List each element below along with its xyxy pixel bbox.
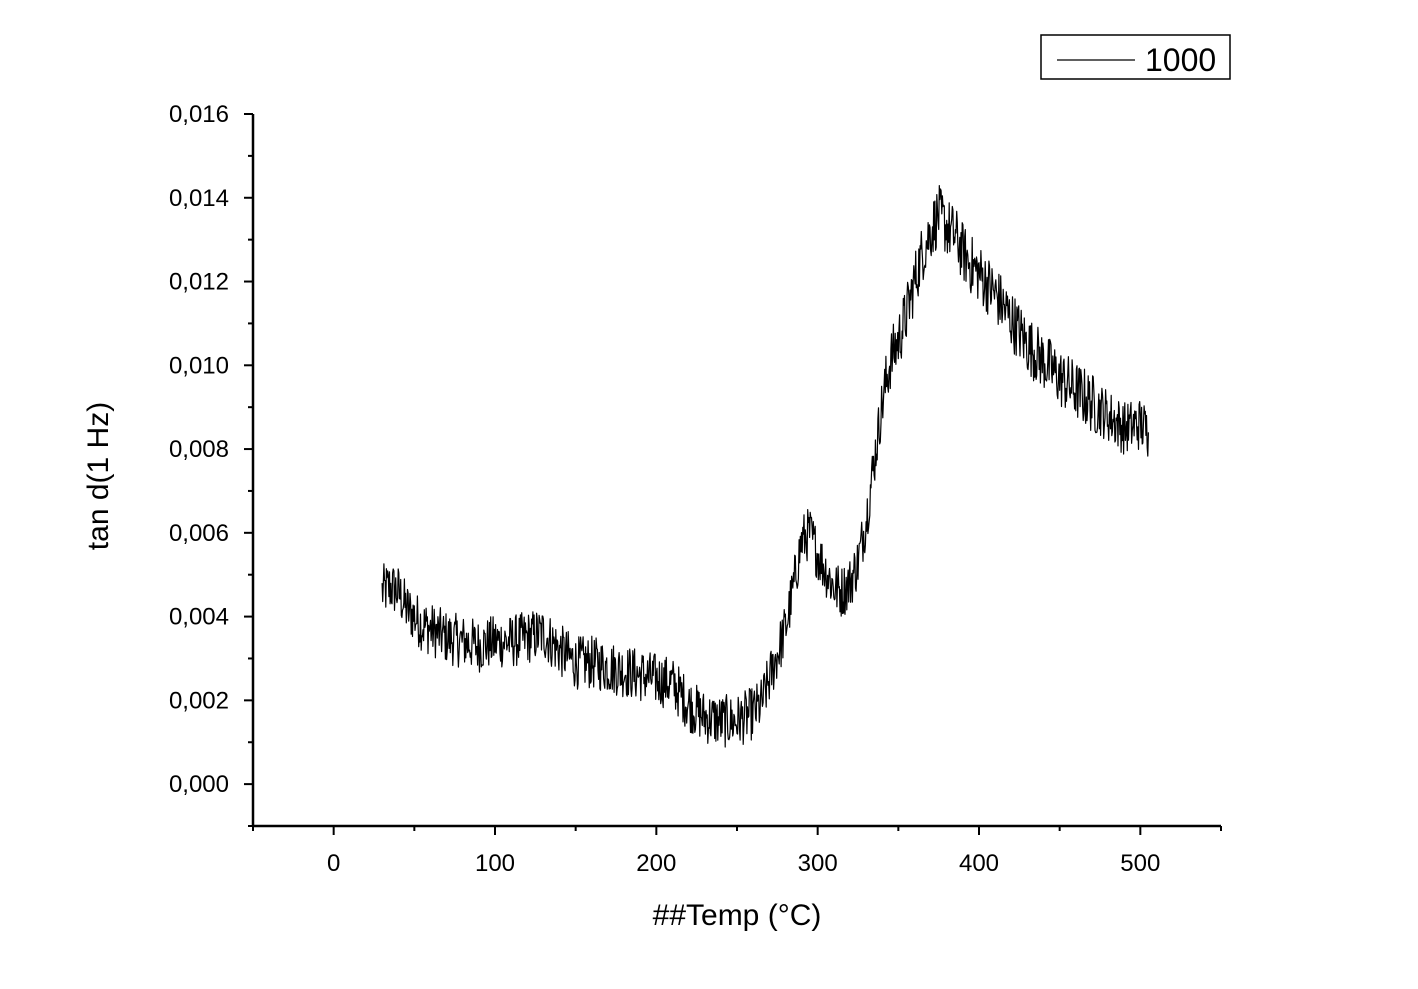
x-tick-label: 100 xyxy=(475,850,515,877)
y-tick-label: 0,000 xyxy=(169,771,229,798)
legend-label: 1000 xyxy=(1145,42,1216,78)
x-ticks: 0 100 200 300 400 500 xyxy=(252,826,1222,877)
x-tick-label: 0 xyxy=(327,850,340,877)
y-tick-label: 0,002 xyxy=(169,687,229,714)
x-tick-label: 300 xyxy=(798,850,838,877)
y-tick-label: 0,004 xyxy=(169,604,229,631)
y-tick-label: 0,008 xyxy=(169,436,229,463)
legend: 1000 xyxy=(1040,34,1231,80)
legend-box xyxy=(1040,34,1231,80)
plot-series xyxy=(381,185,1149,748)
x-tick-label: 500 xyxy=(1120,850,1160,877)
y-tick-label: 0,014 xyxy=(169,185,229,212)
y-ticks: 0,000 0,002 0,004 0,006 0,008 0,010 0,012 0,014… xyxy=(169,101,253,827)
series-line-1000 xyxy=(381,185,1149,748)
axes xyxy=(251,114,1221,828)
y-tick-label: 0,006 xyxy=(169,520,229,547)
y-tick-label: 0,010 xyxy=(169,352,229,379)
x-tick-label: 400 xyxy=(959,850,999,877)
y-tick-label: 0,012 xyxy=(169,269,229,296)
y-axis-title: tan d(1 Hz) xyxy=(82,402,115,550)
x-tick-label: 200 xyxy=(636,850,676,877)
x-axis-title: ##Temp (°C) xyxy=(653,899,822,932)
y-tick-label: 0,016 xyxy=(169,101,229,128)
